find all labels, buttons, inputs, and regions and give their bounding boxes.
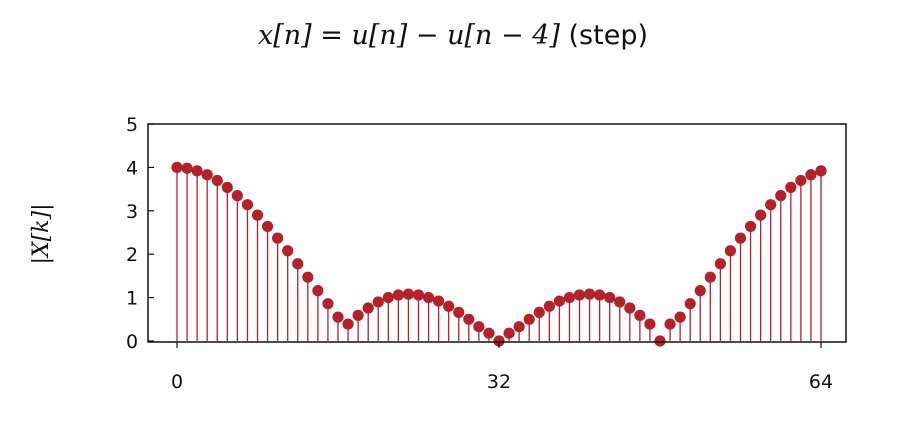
stem-marker xyxy=(282,245,294,257)
stem-marker xyxy=(302,271,314,283)
stem-marker xyxy=(392,289,404,301)
stem-marker xyxy=(644,318,656,330)
stem-marker xyxy=(261,220,274,233)
stem-marker xyxy=(765,199,777,211)
stem-marker xyxy=(503,327,515,339)
stem-marker xyxy=(402,288,415,300)
stem-marker xyxy=(714,258,726,270)
chart-title-math: x[n] = u[n] − u[n − 4] xyxy=(258,20,560,51)
stems-layer xyxy=(171,161,827,347)
stem-marker xyxy=(483,327,495,339)
stem-marker xyxy=(463,313,475,325)
x-axis: 0 32 64 xyxy=(171,342,833,393)
stem-marker xyxy=(624,302,636,314)
stem-marker xyxy=(453,306,465,318)
stem-marker xyxy=(342,318,354,330)
plot-frame xyxy=(147,123,847,343)
chart-title-note: (step) xyxy=(568,20,648,51)
stem-marker xyxy=(443,300,455,312)
stem-marker xyxy=(795,174,807,187)
y-tick-label: 3 xyxy=(126,201,138,223)
stem-marker xyxy=(221,181,233,193)
stem-marker xyxy=(553,295,565,307)
stem-marker xyxy=(684,298,696,310)
y-tick-label: 4 xyxy=(126,157,138,179)
stem-marker xyxy=(181,162,193,174)
stem-marker xyxy=(372,296,384,308)
chart-title: x[n] = u[n] − u[n − 4] (step) xyxy=(0,20,906,51)
stem-marker xyxy=(533,306,545,318)
stem-marker xyxy=(332,311,344,323)
stem-marker xyxy=(604,292,616,304)
y-tick-label: 2 xyxy=(126,244,138,266)
stem-marker xyxy=(241,199,254,211)
stem-marker xyxy=(543,300,555,312)
stem-marker xyxy=(422,292,435,304)
stem-marker xyxy=(231,190,243,202)
stem-marker xyxy=(815,165,827,177)
stem-marker xyxy=(734,232,747,244)
y-tick-label: 1 xyxy=(126,288,138,310)
stem-marker xyxy=(664,318,676,330)
stem-marker xyxy=(654,335,666,347)
stem-marker xyxy=(513,321,525,333)
stem-marker xyxy=(322,298,334,310)
y-axis-label: |X[k]| xyxy=(29,204,54,265)
stem-marker xyxy=(292,258,304,270)
stem-marker xyxy=(412,289,425,301)
stem-marker xyxy=(755,209,767,221)
stem-marker xyxy=(171,161,183,173)
x-tick-label: 64 xyxy=(809,371,833,393)
y-axis: 0 1 2 3 4 5 xyxy=(126,114,154,353)
stem-marker xyxy=(785,181,797,193)
stem-marker xyxy=(362,302,374,314)
stem-marker xyxy=(744,220,757,233)
stem-marker xyxy=(191,165,203,177)
stem-marker xyxy=(694,285,706,297)
stem-marker xyxy=(312,285,324,297)
stem-marker xyxy=(583,288,596,300)
stem-marker xyxy=(775,190,787,202)
x-tick-label: 32 xyxy=(487,371,511,393)
stem-marker xyxy=(563,292,576,304)
y-tick-label: 0 xyxy=(126,331,138,353)
stem-marker xyxy=(674,311,686,323)
stem-marker xyxy=(473,321,485,333)
stem-marker xyxy=(493,335,505,347)
stem-marker xyxy=(634,309,646,321)
stem-marker xyxy=(382,292,394,304)
stem-marker xyxy=(272,232,284,244)
stem-marker xyxy=(523,313,535,325)
stem-marker xyxy=(805,169,817,181)
y-tick-label: 5 xyxy=(126,114,138,136)
stem-marker xyxy=(251,209,264,221)
x-tick-label: 0 xyxy=(171,371,183,393)
stem-marker xyxy=(704,271,716,283)
stem-marker xyxy=(201,169,213,181)
stem-marker xyxy=(211,174,223,187)
stem-marker xyxy=(594,289,606,301)
stem-marker xyxy=(614,296,626,308)
stem-marker xyxy=(573,289,586,301)
stem-marker xyxy=(724,245,737,257)
stem-marker xyxy=(433,295,445,307)
stem-marker xyxy=(352,309,364,321)
